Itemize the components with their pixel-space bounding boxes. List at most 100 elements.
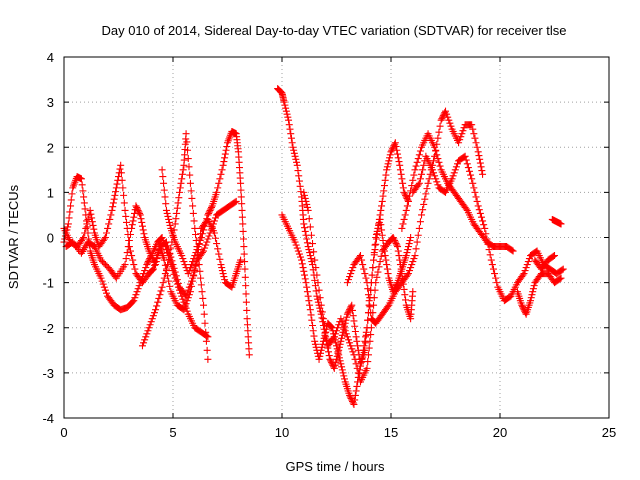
data-point-s10 [400, 215, 408, 223]
data-point-s6 [349, 312, 357, 320]
data-point-s6 [347, 303, 355, 311]
data-point-s9 [413, 238, 421, 246]
data-point-s11 [520, 270, 528, 278]
data-point-s7 [377, 221, 385, 229]
data-point-s2 [101, 234, 109, 241]
data-point-s6 [337, 337, 345, 345]
data-point-s8 [338, 318, 346, 326]
data-point-s6 [395, 158, 403, 166]
data-point-s9 [423, 185, 431, 193]
data-point-s6 [381, 176, 389, 184]
data-point-s7 [349, 399, 357, 407]
data-point-s7 [303, 283, 311, 291]
data-point-s11 [465, 167, 473, 175]
data-point-s5 [193, 246, 201, 254]
data-point-s2 [131, 265, 139, 273]
data-point-s5 [205, 209, 213, 217]
data-point-s11 [479, 217, 487, 225]
data-point-s7 [291, 238, 299, 246]
data-point-s11 [469, 179, 477, 187]
data-point-s6 [342, 316, 350, 324]
data-point-s9 [443, 110, 451, 118]
data-point-s6 [305, 246, 313, 254]
data-point-s4 [171, 220, 179, 228]
data-point-s5 [205, 208, 213, 216]
data-point-s4 [173, 209, 181, 217]
data-point-s7 [368, 271, 376, 279]
data-point-s6 [348, 301, 356, 309]
data-point-s6 [308, 258, 316, 266]
data-point-s3 [129, 217, 137, 225]
data-point-s5 [186, 264, 194, 272]
data-point-s4 [183, 138, 191, 146]
data-point-s2 [103, 229, 111, 237]
data-point-s9 [444, 113, 452, 121]
data-point-s12 [530, 282, 538, 290]
data-point-s8 [352, 360, 360, 368]
data-point-s11 [483, 235, 491, 243]
data-point-s6 [383, 163, 391, 171]
data-point-s8 [322, 328, 330, 336]
data-point-s3 [190, 272, 198, 280]
data-point-s7 [384, 270, 392, 278]
data-point-s2 [83, 220, 91, 228]
data-point-s12 [527, 297, 535, 305]
data-point-s3 [185, 291, 193, 299]
data-point-s8 [377, 252, 385, 260]
data-point-s6 [362, 339, 370, 347]
data-point-s4 [185, 163, 193, 171]
data-point-s8 [364, 351, 372, 359]
data-point-s2 [119, 184, 127, 192]
data-point-s1 [68, 190, 76, 198]
data-point-s6 [336, 340, 344, 348]
data-point-s8 [316, 294, 324, 302]
data-point-s8 [354, 369, 362, 377]
data-point-s7 [340, 372, 348, 380]
data-point-s2 [232, 197, 240, 205]
data-point-s6 [383, 166, 391, 174]
data-point-s4 [172, 215, 180, 223]
data-point-s9 [473, 143, 481, 151]
data-point-s7 [381, 252, 389, 260]
y-axis-label: SDTVAR / TECUs [6, 184, 21, 289]
data-point-s4 [201, 319, 209, 327]
data-point-s8 [376, 258, 384, 266]
data-point-s6 [293, 161, 301, 169]
data-point-s7 [404, 246, 412, 254]
data-point-s11 [450, 169, 458, 177]
data-point-s10 [431, 143, 439, 151]
data-point-s7 [403, 249, 411, 257]
data-point-s5 [239, 235, 247, 243]
data-point-s4 [146, 321, 154, 329]
data-point-s11 [559, 265, 567, 273]
data-point-s9 [478, 167, 486, 175]
data-point-s6 [385, 157, 393, 165]
data-point-s3 [193, 256, 201, 264]
data-point-s9 [346, 273, 354, 281]
data-point-s6 [330, 363, 338, 371]
data-point-s4 [140, 339, 148, 347]
data-point-s4 [160, 274, 168, 282]
data-point-s6 [282, 107, 290, 115]
data-point-s5 [200, 226, 208, 234]
data-point-s6 [304, 243, 312, 251]
data-point-s7 [300, 267, 308, 275]
data-point-s8 [375, 263, 383, 271]
data-point-s5 [161, 193, 169, 201]
data-point-s8 [402, 296, 410, 304]
data-point-s9 [437, 116, 445, 124]
data-point-s5 [197, 234, 205, 241]
data-point-s5 [240, 243, 248, 251]
data-point-s2 [172, 272, 180, 280]
data-point-s11 [467, 171, 475, 179]
data-point-s8 [341, 327, 349, 335]
data-point-s2 [202, 241, 210, 249]
data-point-s6 [348, 306, 356, 314]
data-point-s7 [297, 253, 305, 261]
data-point-s6 [325, 352, 333, 360]
data-point-s3 [123, 249, 131, 257]
data-point-s7 [294, 247, 302, 255]
data-point-s4 [179, 166, 187, 174]
data-point-s2 [100, 235, 108, 243]
data-point-s10 [409, 176, 417, 184]
